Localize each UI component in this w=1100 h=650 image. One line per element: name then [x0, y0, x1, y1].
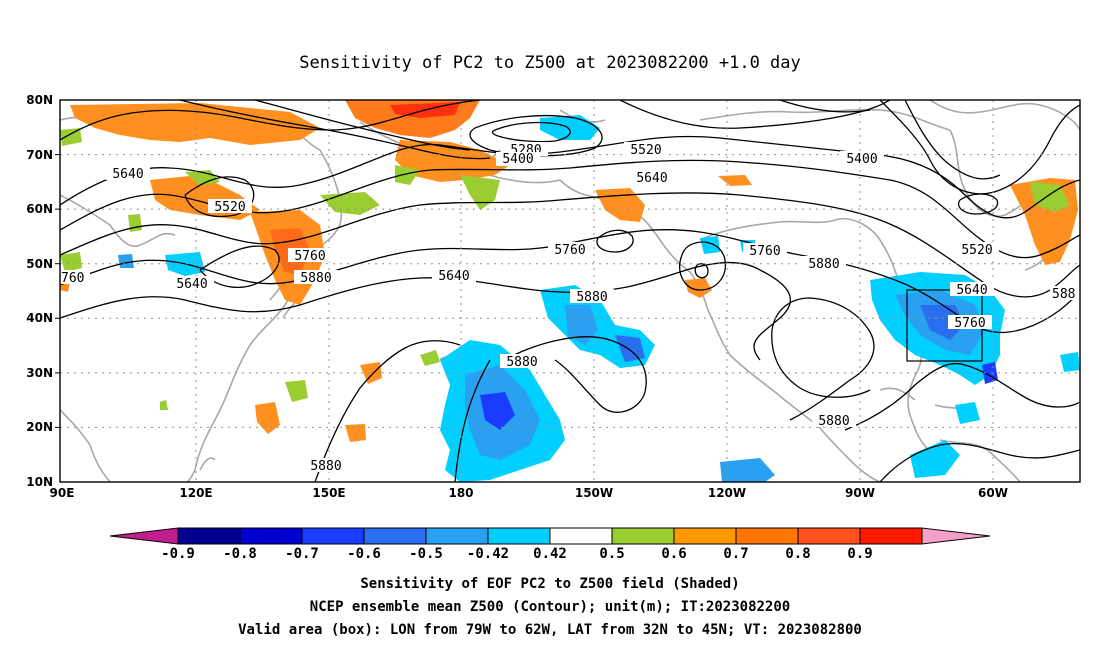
- contour-label: 588: [1052, 287, 1075, 302]
- caption-line-1: Sensitivity of EOF PC2 to Z500 field (Sh…: [360, 576, 739, 592]
- colorbar-swatch: [859, 527, 923, 545]
- lon-tick-label: 180: [448, 486, 473, 500]
- contour-label: 5760: [294, 249, 325, 264]
- colorbar-swatch: [425, 527, 489, 545]
- contour-label: 5520: [630, 143, 661, 158]
- lat-tick-label: 10N: [26, 475, 53, 489]
- colorbar-swatch: [797, 527, 861, 545]
- lon-tick-label: 150E: [312, 486, 345, 500]
- lat-tick-label: 30N: [26, 366, 53, 380]
- lat-tick-label: 20N: [26, 420, 53, 434]
- contour-label: 5760: [749, 244, 780, 259]
- caption-line-2: NCEP ensemble mean Z500 (Contour); unit(…: [310, 599, 790, 615]
- lon-tick-label: 90W: [845, 486, 875, 500]
- colorbar-swatch: [109, 527, 179, 545]
- contour-label: 5520: [961, 243, 992, 258]
- contour-label: 5880: [506, 355, 537, 370]
- lat-tick-label: 70N: [26, 148, 53, 162]
- lat-tick-label: 40N: [26, 311, 53, 325]
- lat-tick-label: 80N: [26, 93, 53, 107]
- colorbar-label: -0.6: [347, 546, 381, 562]
- colorbar-label: 0.5: [599, 546, 624, 562]
- lon-tick-label: 120E: [179, 486, 212, 500]
- contour-label: 5400: [502, 152, 533, 167]
- colorbar-swatch: [735, 527, 799, 545]
- colorbar-swatch: [363, 527, 427, 545]
- contour-label: 5760: [554, 243, 585, 258]
- colorbar-label: -0.7: [285, 546, 319, 562]
- lon-tick-label: 150W: [575, 486, 613, 500]
- colorbar-swatch: [301, 527, 365, 545]
- longitude-axis: 90E 120E 150E 180 150W 120W 90W 60W: [50, 486, 1008, 500]
- colorbar-label: -0.9: [161, 546, 195, 562]
- lat-tick-label: 60N: [26, 202, 53, 216]
- contour-label: 5880: [818, 414, 849, 429]
- colorbar-label: 0.8: [785, 546, 810, 562]
- map-panel: 5280 5400 5520 5400 5640 5520 5640 5760 …: [59, 99, 1081, 483]
- contour-label: 5400: [846, 152, 877, 167]
- contour-label: 5880: [576, 290, 607, 305]
- contour-label: 5760: [954, 316, 985, 331]
- contour-labels: 5280 5400 5520 5400 5640 5520 5640 5760 …: [60, 142, 1080, 474]
- contour-label: 5640: [112, 167, 143, 182]
- contour-label: 5880: [310, 459, 341, 474]
- lon-tick-label: 120W: [708, 486, 746, 500]
- contour-label: 5880: [300, 271, 331, 286]
- latitude-axis: 80N 70N 60N 50N 40N 30N 20N 10N: [26, 93, 60, 489]
- negative-sensitivity-shading: [118, 115, 1080, 482]
- colorbar: -0.9 -0.8 -0.7 -0.6 -0.5 -0.42 0.42 0.5 0.6 0.7 0.…: [109, 527, 991, 562]
- colorbar-label: -0.5: [409, 546, 443, 562]
- colorbar-swatch: [239, 527, 303, 545]
- colorbar-swatches: [109, 527, 991, 545]
- colorbar-labels: -0.9 -0.8 -0.7 -0.6 -0.5 -0.42 0.42 0.5 0.6 0.7 0.…: [161, 546, 873, 562]
- map-frame: [59, 99, 1081, 483]
- colorbar-label: -0.42: [467, 546, 509, 562]
- colorbar-swatch: [549, 527, 613, 545]
- colorbar-label: 0.7: [723, 546, 748, 562]
- lat-tick-label: 50N: [26, 257, 53, 271]
- colorbar-swatch: [611, 527, 675, 545]
- colorbar-swatch: [673, 527, 737, 545]
- caption-line-3: Valid area (box): LON from 79W to 62W, L…: [238, 622, 862, 638]
- colorbar-label: 0.9: [847, 546, 872, 562]
- contour-label: 5640: [176, 277, 207, 292]
- colorbar-label: -0.8: [223, 546, 257, 562]
- colorbar-label: 0.6: [661, 546, 686, 562]
- contour-label: 5640: [956, 283, 987, 298]
- contour-label: 5640: [636, 171, 667, 186]
- colorbar-swatch: [177, 527, 241, 545]
- contour-label: 5880: [808, 257, 839, 272]
- lon-tick-label: 90E: [50, 486, 75, 500]
- map-title: Sensitivity of PC2 to Z500 at 2023082200…: [299, 53, 801, 73]
- lon-tick-label: 60W: [978, 486, 1008, 500]
- colorbar-swatch: [487, 527, 551, 545]
- contour-label: 5520: [214, 200, 245, 215]
- colorbar-swatch: [921, 527, 991, 545]
- contour-label: 5640: [438, 269, 469, 284]
- contour-label: 760: [61, 271, 84, 286]
- colorbar-label: 0.42: [533, 546, 567, 562]
